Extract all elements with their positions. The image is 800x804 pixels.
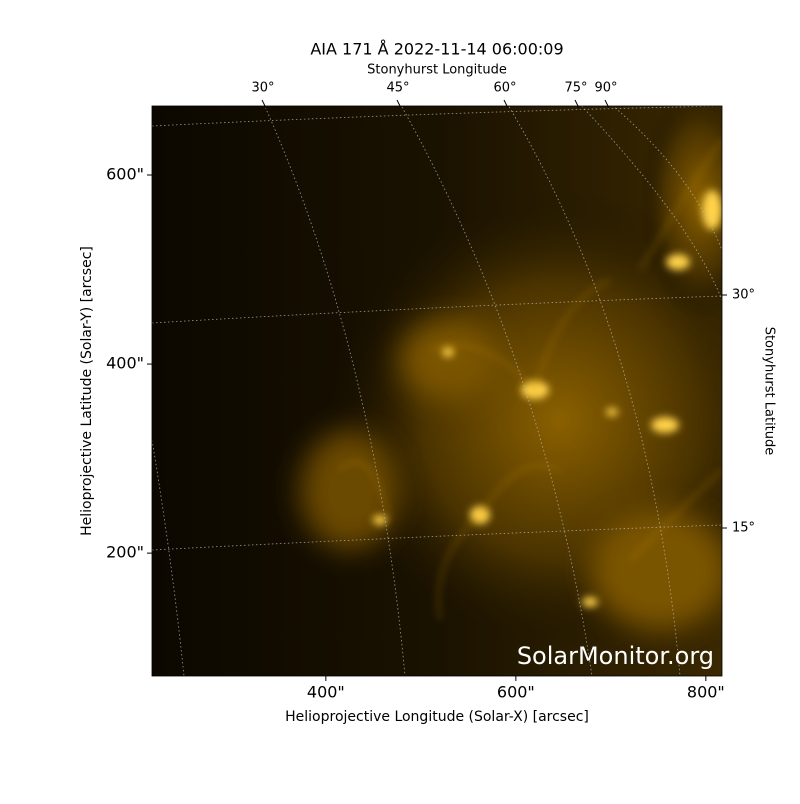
watermark: SolarMonitor.org (517, 642, 714, 670)
lon-tick-label: 75° (564, 81, 587, 96)
lon-tick (261, 99, 267, 109)
lon-tick (574, 99, 580, 109)
lon-tick-label: 30° (251, 81, 274, 96)
lon-tick (396, 99, 402, 109)
lon-tick-label: 90° (594, 81, 617, 96)
lon-tick-label: 45° (386, 81, 409, 96)
right-axis-label: Stonyhurst Latitude (762, 327, 777, 456)
lon-tick (604, 99, 610, 109)
lat-tick-label: 15° (732, 521, 755, 536)
x-tick-label: 800" (687, 683, 725, 702)
y-tick-label: 600" (106, 165, 144, 184)
y-tick-label: 400" (106, 354, 144, 373)
lat-tick-label: 30° (732, 288, 755, 303)
x-tick-label: 400" (307, 683, 345, 702)
solar-image (152, 106, 722, 676)
y-axis-label: Helioprojective Latitude (Solar-Y) [arcs… (79, 246, 95, 536)
chart-title: AIA 171 Å 2022-11-14 06:00:09 (310, 40, 563, 59)
y-tick-label: 200" (106, 543, 144, 562)
lon-tick (503, 99, 509, 109)
axes-frame (151, 105, 723, 677)
lon-tick-label: 60° (493, 81, 516, 96)
x-axis-label: Helioprojective Longitude (Solar-X) [arc… (285, 709, 589, 725)
top-axis-label: Stonyhurst Longitude (367, 63, 507, 78)
x-tick-label: 600" (497, 683, 535, 702)
